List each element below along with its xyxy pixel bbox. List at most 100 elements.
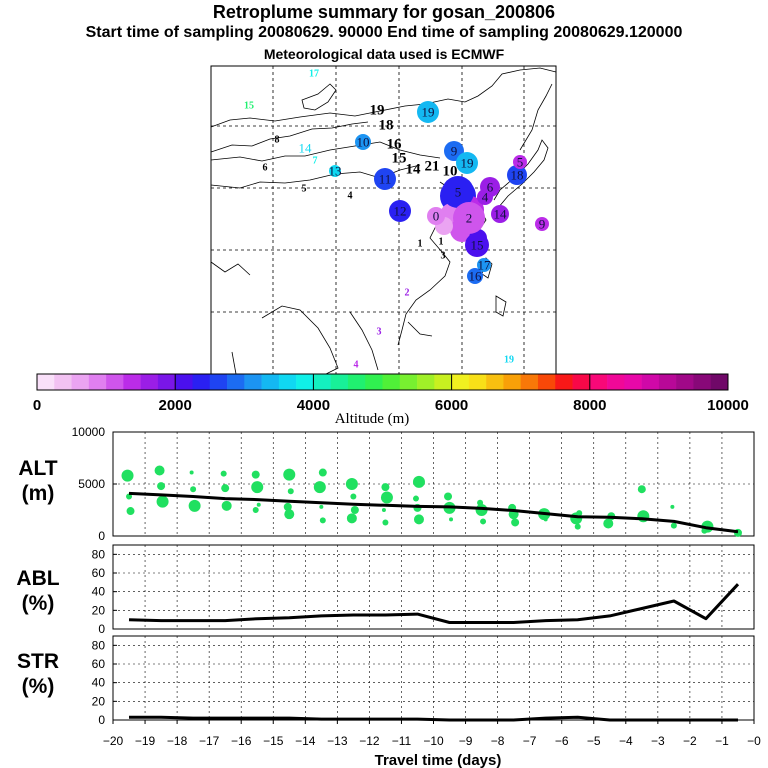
- x-axis-label: Travel time (days): [375, 752, 502, 768]
- cluster-label: 2: [405, 288, 410, 299]
- colorbar-cell: [175, 374, 193, 390]
- alt-cluster-point: [121, 469, 134, 482]
- cluster-label: 16: [387, 136, 403, 152]
- cluster-label: 16: [469, 269, 483, 284]
- cluster-label: 5: [455, 185, 462, 200]
- y-tick-label: 10000: [72, 425, 106, 439]
- alt-cluster-point: [480, 518, 487, 525]
- colorbar-cell: [382, 374, 401, 390]
- cluster-label: 1: [418, 239, 423, 250]
- alt-cluster-point: [670, 522, 677, 529]
- cluster-label: 11: [379, 172, 392, 187]
- colorbar-cell: [537, 374, 556, 390]
- str-panel-label: STR: [17, 650, 59, 673]
- x-tick-label: −4: [619, 734, 633, 748]
- colorbar-cell: [140, 374, 159, 390]
- x-axis-tick-labels: −20 −19 −18 −17 −16 −15 −14 −13 −12 −11 −10 −9 −8 −7 −…: [103, 720, 761, 748]
- x-tick-label: −6: [555, 734, 569, 748]
- alt-cluster-point: [251, 481, 264, 494]
- cluster-marker: [535, 217, 549, 231]
- colorbar-cell: [451, 374, 470, 390]
- alt-cluster-point: [126, 493, 133, 500]
- cluster-label: 19: [422, 105, 435, 120]
- cluster-label: 14: [299, 141, 313, 156]
- y-tick-label: 0: [98, 713, 105, 727]
- cluster-marker: [477, 258, 491, 272]
- colorbar-cell: [227, 374, 245, 390]
- alt-cluster-point: [156, 495, 169, 508]
- cluster-label: 3: [377, 327, 382, 338]
- cluster-label: 5: [302, 184, 307, 195]
- cluster-label: 4: [354, 360, 359, 371]
- panel-y-tick-labels: 0 5000 10000 0 20 40 60 80 0 20 40 60 80: [72, 425, 117, 727]
- alt-cluster-point: [412, 495, 419, 502]
- colorbar-cell: [520, 374, 539, 390]
- alt-cluster-point: [287, 488, 294, 495]
- cluster-marker: [513, 155, 527, 169]
- str-panel-unit: (%): [22, 675, 55, 698]
- colorbar-cell: [624, 374, 642, 390]
- cluster-label: 4: [482, 190, 489, 205]
- colorbar-cell: [209, 374, 228, 390]
- cluster-marker: [507, 165, 527, 185]
- alt-cluster-point: [190, 486, 197, 493]
- cluster-marker: [417, 101, 439, 123]
- colorbar-cell: [555, 374, 573, 390]
- x-tick-label: −3: [651, 734, 665, 748]
- alt-cluster-point: [345, 478, 358, 490]
- cluster-label: 7: [313, 156, 318, 167]
- alt-cluster-point: [449, 517, 454, 522]
- colorbar-cell: [658, 374, 677, 390]
- x-tick-label: −18: [167, 734, 188, 748]
- colorbar-cell: [676, 374, 694, 390]
- alt-cluster-point: [412, 475, 425, 488]
- colorbar-cell: [54, 374, 72, 390]
- x-tick-label: −8: [491, 734, 505, 748]
- alt-panel-unit: (m): [22, 482, 55, 505]
- y-tick-label: 0: [98, 529, 105, 543]
- alt-cluster-point: [157, 482, 166, 491]
- colorbar-tick-label: 4000: [297, 397, 330, 414]
- alt-cluster-point: [670, 504, 675, 509]
- y-tick-label: 60: [92, 657, 106, 671]
- colorbar-cell: [417, 374, 435, 390]
- alt-cluster-point: [220, 470, 227, 477]
- colorbar-cell: [123, 374, 141, 390]
- alt-cluster-point: [380, 491, 393, 504]
- colorbar-cell: [37, 374, 55, 390]
- alt-cluster-point: [350, 493, 357, 500]
- y-tick-label: 80: [92, 638, 106, 652]
- cluster-label: 17: [478, 258, 492, 273]
- colorbar-cells: [37, 374, 729, 390]
- y-tick-label: 40: [92, 676, 106, 690]
- cluster-label: 9: [539, 217, 546, 232]
- cluster-label: 18: [379, 117, 394, 133]
- cluster-marker: [456, 152, 478, 174]
- alt-panel-label: ALT: [18, 457, 57, 480]
- map-coastlines: [210, 67, 557, 375]
- x-tick-label: −1: [715, 734, 729, 748]
- alt-cluster-point: [350, 506, 359, 514]
- alt-median-line: [128, 491, 739, 534]
- cluster-label: 2: [466, 211, 473, 226]
- cluster-label: 10: [357, 135, 370, 150]
- x-tick-label: −11: [392, 734, 412, 748]
- y-tick-label: 5000: [78, 477, 105, 491]
- cluster-label: 8: [275, 135, 280, 146]
- abl-panel-unit: (%): [22, 592, 55, 615]
- panel-series-lines: [128, 491, 740, 722]
- x-tick-label: −7: [523, 734, 537, 748]
- alt-cluster-point: [189, 470, 194, 475]
- colorbar-tick-label: 6000: [435, 397, 468, 414]
- alt-cluster-point: [319, 517, 326, 524]
- x-tick-label: −15: [263, 734, 284, 748]
- cluster-marker: [467, 268, 483, 284]
- sampling-times: Start time of sampling 20080629. 90000 E…: [85, 24, 683, 41]
- colorbar-cell: [313, 374, 331, 390]
- colorbar-label: Altitude (m): [335, 411, 410, 427]
- alt-cluster-point: [284, 509, 295, 520]
- panel-gridlines: [113, 432, 754, 720]
- alt-cluster-point: [283, 468, 296, 481]
